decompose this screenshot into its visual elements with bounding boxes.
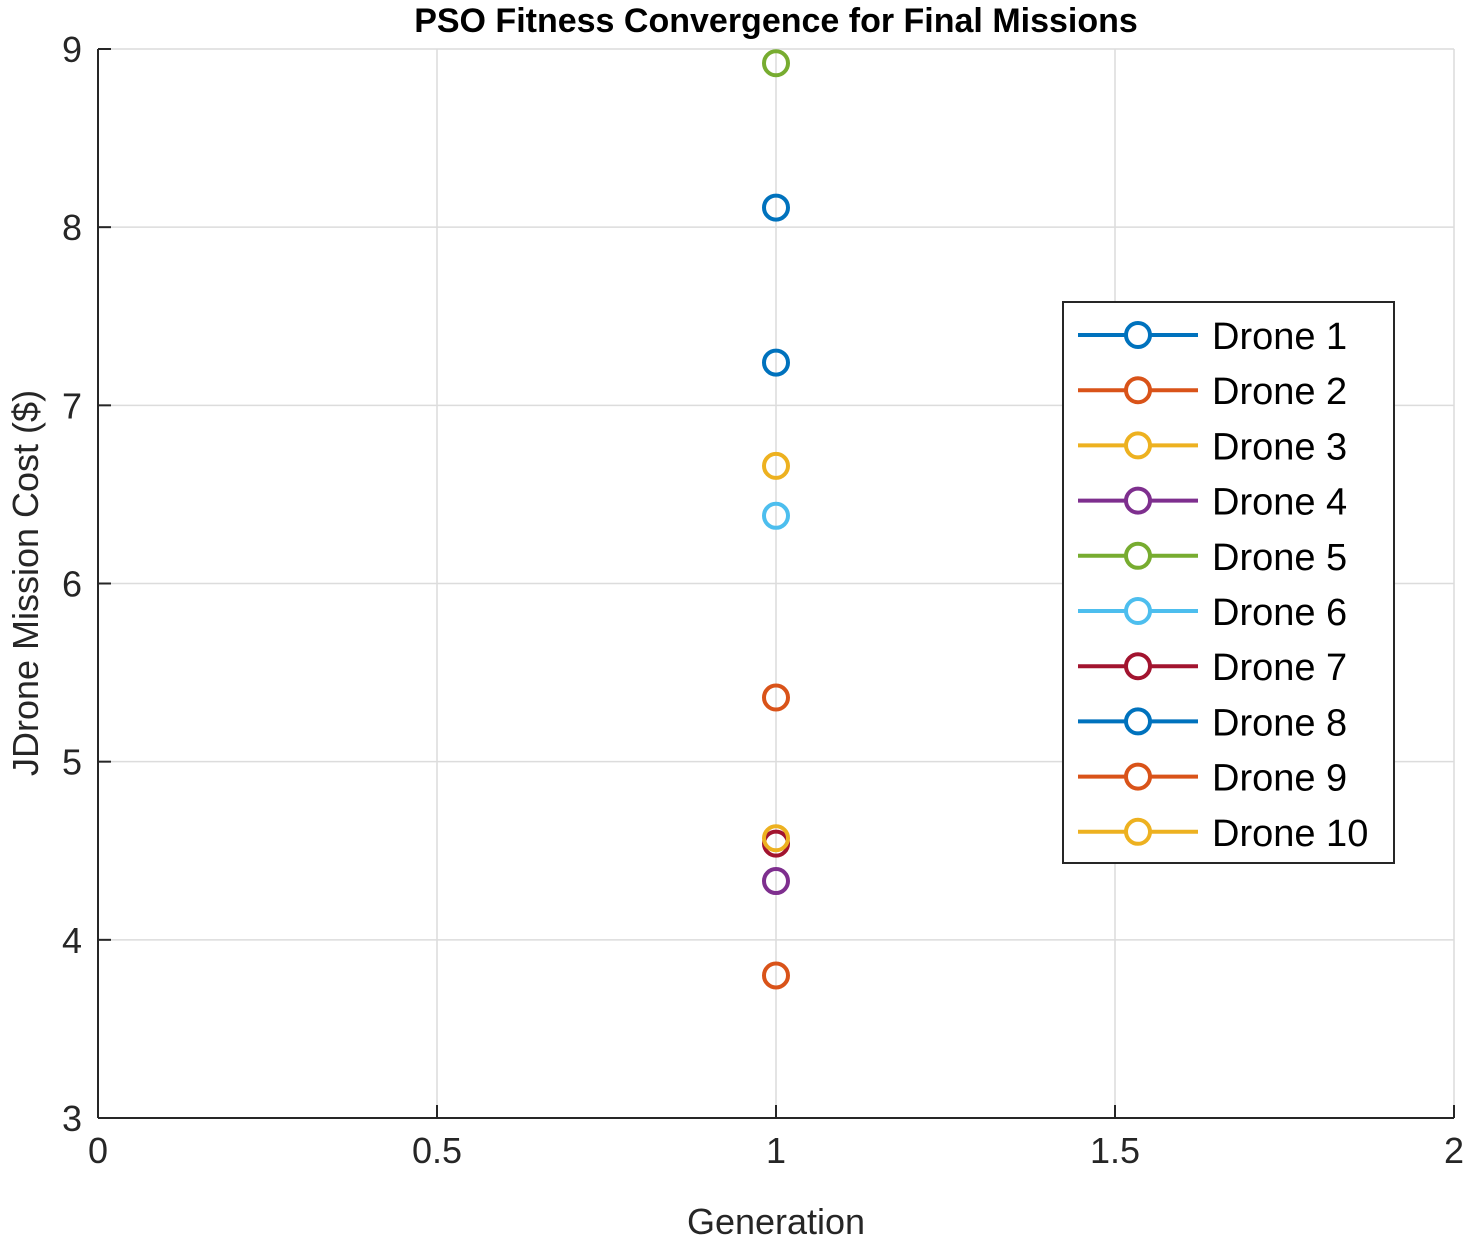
data-point-drone-9 <box>762 961 790 990</box>
y-tick-label: 9 <box>62 29 82 70</box>
data-point-drone-10 <box>762 824 790 853</box>
chart-title: PSO Fitness Convergence for Final Missio… <box>414 2 1138 40</box>
legend-label-drone-1: Drone 1 <box>1212 316 1347 358</box>
data-point-drone-3 <box>762 451 790 480</box>
y-tick-label: 5 <box>62 742 82 783</box>
x-tick-label: 0 <box>88 1130 108 1171</box>
legend-label-drone-9: Drone 9 <box>1212 758 1347 800</box>
legend-marker-drone-1 <box>1124 321 1152 349</box>
y-tick-label: 6 <box>62 564 82 605</box>
legend-marker-drone-9 <box>1124 762 1152 791</box>
data-point-drone-6 <box>762 501 790 530</box>
y-tick-label: 4 <box>62 920 82 961</box>
y-tick-label: 8 <box>62 207 82 248</box>
legend: Drone 1 Drone 2 Drone 3 Drone 4 Drone 5 Drone… <box>1062 301 1395 864</box>
data-point-drone-4 <box>762 867 790 896</box>
legend-marker-drone-10 <box>1124 817 1152 846</box>
legend-label-drone-7: Drone 7 <box>1212 647 1347 689</box>
data-point-drone-2 <box>762 683 790 712</box>
data-point-drone-5 <box>762 49 790 78</box>
legend-label-drone-2: Drone 2 <box>1212 371 1347 413</box>
legend-marker-drone-3 <box>1124 431 1152 460</box>
legend-label-drone-5: Drone 5 <box>1212 537 1347 579</box>
legend-marker-drone-5 <box>1124 541 1152 570</box>
legend-label-drone-8: Drone 8 <box>1212 702 1347 744</box>
legend-marker-drone-7 <box>1124 652 1152 681</box>
x-tick-label: 2 <box>1444 1130 1464 1171</box>
legend-marker-drone-6 <box>1124 597 1152 625</box>
legend-marker-drone-4 <box>1124 486 1152 515</box>
legend-label-drone-3: Drone 3 <box>1212 426 1347 468</box>
x-tick-label: 1.5 <box>1090 1130 1140 1171</box>
data-point-drone-8 <box>762 348 790 377</box>
y-tick-label: 7 <box>62 385 82 426</box>
y-tick-label: 3 <box>62 1098 82 1139</box>
legend-box <box>1062 301 1395 864</box>
legend-marker-drone-2 <box>1124 376 1152 405</box>
data-point-drone-1 <box>762 193 790 222</box>
x-ticks: 0 0.5 1 1.5 2 <box>88 1105 1464 1171</box>
legend-label-drone-10: Drone 10 <box>1212 813 1368 855</box>
legend-label-drone-6: Drone 6 <box>1212 592 1347 634</box>
x-tick-label: 0.5 <box>412 1130 462 1171</box>
y-axis-label: JDrone Mission Cost ($) <box>5 390 46 776</box>
legend-marker-drone-8 <box>1124 707 1152 736</box>
x-tick-label: 1 <box>766 1130 786 1171</box>
x-axis-label: Generation <box>687 1201 865 1239</box>
legend-label-drone-4: Drone 4 <box>1212 482 1347 524</box>
data-points <box>762 49 790 990</box>
y-ticks: 3 4 5 6 7 8 9 <box>62 29 111 1139</box>
